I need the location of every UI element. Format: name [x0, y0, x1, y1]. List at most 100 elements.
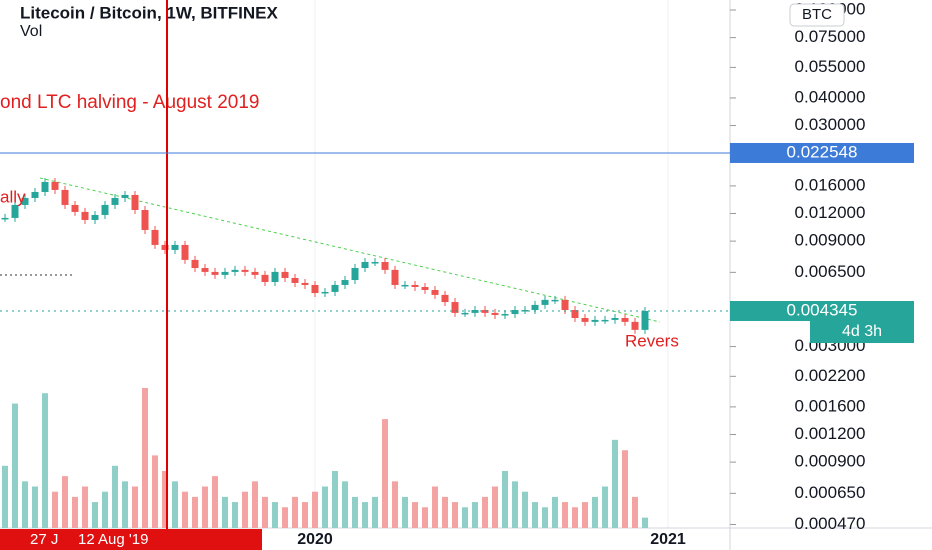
volume-bar	[82, 486, 88, 528]
candle-body	[591, 319, 599, 322]
candle-body	[241, 269, 249, 272]
candle-body	[161, 244, 169, 250]
price-tag	[730, 142, 914, 163]
volume-bar	[232, 502, 238, 528]
y-tick-label: 0.012000	[795, 203, 866, 222]
volume-bar	[372, 496, 378, 528]
y-tick-label: 0.000900	[795, 452, 866, 471]
candle-body	[281, 271, 289, 278]
x-tick-label: 2021	[650, 531, 686, 548]
candle-body	[111, 197, 119, 205]
y-tick-label: 0.075000	[795, 27, 866, 46]
candle-body	[411, 284, 419, 288]
volume-bar	[282, 507, 288, 528]
candle-body	[191, 259, 199, 269]
candle-body	[621, 317, 629, 322]
candle-body	[321, 291, 329, 294]
annotation: ond LTC halving - August 2019	[0, 92, 260, 113]
volume-bar	[502, 470, 508, 528]
volume-bar	[632, 496, 638, 528]
volume-bar	[552, 496, 558, 528]
volume-bar	[342, 481, 348, 528]
candle-body	[251, 271, 259, 275]
candle-body	[461, 312, 469, 315]
candle-body	[311, 284, 319, 294]
candle-body	[571, 310, 579, 318]
annotation: ally	[0, 187, 26, 206]
volume-bar	[622, 450, 628, 528]
y-tick-label: 0.001600	[795, 396, 866, 415]
volume-bar	[42, 393, 48, 528]
volume-bar	[462, 507, 468, 528]
candle-body	[31, 191, 39, 198]
candle-body	[231, 269, 239, 272]
volume-bar	[532, 502, 538, 528]
volume-bar	[312, 491, 318, 528]
volume-bar	[562, 502, 568, 528]
volume-bar	[412, 502, 418, 528]
y-tick-label: 0.000470	[795, 514, 866, 533]
volume-bar	[612, 439, 618, 528]
candle-body	[581, 317, 589, 322]
volume-bar	[62, 476, 68, 528]
volume-bar	[112, 465, 118, 528]
candle-body	[481, 310, 489, 313]
candle-body	[611, 317, 619, 320]
candle-body	[351, 268, 359, 281]
candle-body	[101, 204, 109, 215]
candle-body	[391, 269, 399, 285]
candle-body	[551, 299, 559, 302]
volume-bar	[392, 481, 398, 528]
volume-bar	[602, 486, 608, 528]
y-tick-label: 0.016000	[795, 175, 866, 194]
last-price-tag	[730, 301, 914, 322]
candle-body	[121, 194, 129, 198]
y-tick-label: 0.000650	[795, 483, 866, 502]
volume-bar	[242, 491, 248, 528]
volume-bar	[142, 388, 148, 528]
candle-body	[531, 304, 539, 311]
volume-bar	[382, 419, 388, 528]
volume-bar	[52, 491, 58, 528]
volume-bar	[572, 507, 578, 528]
candle-body	[271, 271, 279, 282]
candle-body	[431, 289, 439, 295]
volume-bar	[192, 496, 198, 528]
trend-line	[39, 177, 661, 323]
volume-bar	[272, 502, 278, 528]
candle-body	[631, 321, 639, 330]
candle-body	[421, 287, 429, 290]
annotation: Revers	[625, 331, 679, 350]
volume-bar	[102, 491, 108, 528]
volume-bar	[212, 476, 218, 528]
volume-bar	[352, 496, 358, 528]
volume-bar	[122, 481, 128, 528]
candle-body	[61, 189, 69, 205]
volume-bar	[32, 486, 38, 528]
candle-body	[261, 274, 269, 282]
crosshair-label: 12 Aug '19	[78, 531, 148, 548]
volume-bar	[72, 496, 78, 528]
volume-bar	[402, 496, 408, 528]
candle-body	[341, 280, 349, 285]
y-tick-label: 0.055000	[795, 57, 866, 76]
crosshair-label-box	[0, 529, 262, 550]
candle-body	[561, 299, 569, 311]
volume-bar	[2, 465, 8, 528]
volume-bar	[512, 481, 518, 528]
volume-bar	[202, 486, 208, 528]
volume-bar	[252, 481, 258, 528]
candle-body	[301, 282, 309, 285]
y-tick-label: 0.030000	[795, 115, 866, 134]
candle-body	[1, 217, 9, 220]
volume-bar	[452, 502, 458, 528]
candle-body	[51, 181, 59, 190]
volume-bar	[152, 455, 158, 528]
candle-body	[641, 311, 649, 330]
y-tick-label: 0.001200	[795, 424, 866, 443]
x-tick-label: 2020	[297, 531, 333, 548]
currency-badge	[789, 3, 845, 27]
candle-body	[71, 204, 79, 212]
candle-body	[521, 310, 529, 312]
